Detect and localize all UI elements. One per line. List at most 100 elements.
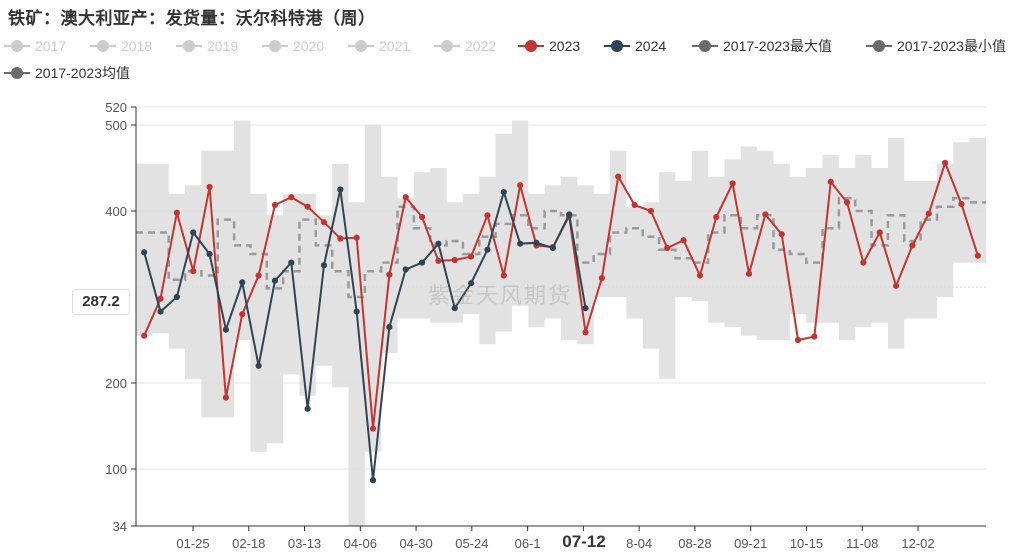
point-2023-0 bbox=[141, 332, 148, 339]
point-2024-13 bbox=[353, 308, 360, 315]
legend-marker-icon bbox=[4, 66, 30, 80]
point-2024-18 bbox=[435, 240, 442, 247]
y-axis-pointer-label: 287.2 bbox=[72, 289, 130, 315]
point-2023-17 bbox=[418, 213, 426, 221]
point-2023-21 bbox=[484, 212, 491, 219]
point-2023-44 bbox=[860, 259, 867, 266]
point-2023-10 bbox=[304, 203, 311, 210]
point-2024-19 bbox=[451, 305, 458, 312]
point-2024-11 bbox=[320, 262, 328, 269]
point-2023-42 bbox=[827, 178, 834, 185]
x-tick-label-13: 12-02 bbox=[901, 536, 934, 551]
legend-label: 2018 bbox=[121, 38, 153, 54]
x-tick-label-5: 05-24 bbox=[455, 536, 488, 551]
x-tick-label-3: 04-06 bbox=[344, 536, 377, 551]
legend-label: 2017-2023均值 bbox=[35, 65, 130, 81]
y-tick-label-400: 400 bbox=[105, 204, 127, 219]
point-2023-5 bbox=[222, 394, 230, 401]
point-2024-0 bbox=[141, 249, 148, 256]
point-2024-27 bbox=[582, 305, 589, 312]
legend-label: 2023 bbox=[549, 38, 581, 54]
point-2023-11 bbox=[320, 219, 328, 226]
legend-item-2020[interactable]: 2020 bbox=[262, 36, 324, 56]
x-tick-label-12: 11-08 bbox=[846, 536, 878, 551]
point-2023-29 bbox=[615, 173, 622, 180]
point-2023-39 bbox=[778, 231, 785, 238]
legend-marker-icon bbox=[90, 39, 116, 53]
point-2023-51 bbox=[974, 252, 981, 259]
legend-item-2019[interactable]: 2019 bbox=[176, 36, 238, 56]
legend-item-2022[interactable]: 2022 bbox=[434, 36, 496, 56]
legend-item-2017-2023均值[interactable]: 2017-2023均值 bbox=[4, 63, 130, 83]
legend-marker-icon bbox=[4, 39, 30, 53]
point-2024-4 bbox=[206, 250, 213, 258]
y-tick-label-34: 34 bbox=[113, 519, 127, 534]
point-2023-40 bbox=[794, 336, 802, 344]
point-2023-4 bbox=[206, 183, 213, 191]
point-2023-50 bbox=[958, 201, 965, 208]
point-2024-25 bbox=[549, 244, 556, 252]
point-2024-17 bbox=[418, 259, 426, 266]
legend-marker-icon bbox=[434, 39, 460, 53]
y-tick-label-100: 100 bbox=[105, 462, 127, 477]
y-tick-label-500: 500 bbox=[105, 118, 127, 133]
chart-title: 铁矿：澳大利亚产：发货量：沃尔科特港（周） bbox=[8, 9, 376, 28]
point-2023-23 bbox=[517, 182, 524, 189]
x-tick-label-11: 10-15 bbox=[790, 536, 823, 551]
point-2023-2 bbox=[173, 209, 180, 216]
point-2024-20 bbox=[467, 280, 475, 287]
point-2024-9 bbox=[288, 259, 295, 266]
legend-item-2021[interactable]: 2021 bbox=[348, 36, 410, 56]
legend-item-2018[interactable]: 2018 bbox=[90, 36, 152, 56]
point-2023-47 bbox=[909, 242, 916, 249]
point-2023-18 bbox=[435, 257, 442, 264]
point-2024-3 bbox=[190, 229, 197, 236]
point-2024-5 bbox=[222, 326, 230, 333]
x-tick-label-1: 02-18 bbox=[232, 536, 265, 551]
legend-label: 2019 bbox=[207, 38, 239, 54]
x-tick-label-6: 06-1 bbox=[515, 536, 541, 551]
legend-marker-icon bbox=[518, 39, 544, 53]
point-2023-15 bbox=[386, 271, 393, 278]
x-tick-label-10: 09-21 bbox=[734, 536, 767, 551]
watermark: 紫金天风期货 bbox=[428, 283, 573, 308]
x-tick-label-8: 8-04 bbox=[626, 536, 652, 551]
legend-label: 2017 bbox=[35, 38, 67, 54]
legend-marker-icon bbox=[604, 39, 630, 53]
legend-item-2023[interactable]: 2023 bbox=[518, 36, 580, 56]
point-2023-14 bbox=[369, 425, 377, 432]
point-2024-16 bbox=[402, 266, 409, 273]
point-2023-3 bbox=[190, 268, 197, 275]
point-2023-34 bbox=[696, 272, 704, 279]
legend-label: 2021 bbox=[379, 38, 411, 54]
legend-marker-icon bbox=[866, 39, 892, 53]
point-2024-14 bbox=[369, 477, 377, 484]
x-tick-label-0: 01-25 bbox=[176, 536, 209, 551]
legend-item-2017-2023最小值[interactable]: 2017-2023最小值 bbox=[866, 36, 1006, 56]
series-line-2024 bbox=[143, 188, 587, 481]
point-2023-7 bbox=[255, 272, 262, 279]
legend-item-2024[interactable]: 2024 bbox=[604, 36, 666, 56]
point-2024-23 bbox=[517, 240, 524, 247]
point-2023-20 bbox=[467, 253, 475, 260]
y-tick-label-200: 200 bbox=[105, 376, 127, 391]
point-2023-1 bbox=[157, 295, 164, 302]
legend-label: 2020 bbox=[293, 38, 325, 54]
x-tick-label-9: 08-28 bbox=[678, 536, 711, 551]
point-2023-8 bbox=[271, 201, 279, 209]
max-min-range-band bbox=[136, 120, 986, 526]
point-2023-30 bbox=[631, 201, 638, 209]
point-2023-43 bbox=[843, 199, 851, 206]
point-2024-15 bbox=[386, 324, 393, 331]
legend-item-2017[interactable]: 2017 bbox=[4, 36, 66, 56]
point-2023-38 bbox=[762, 211, 769, 218]
legend-label: 2022 bbox=[465, 38, 497, 54]
point-2024-10 bbox=[304, 405, 311, 412]
point-2023-31 bbox=[647, 207, 655, 215]
point-2023-33 bbox=[680, 237, 687, 244]
point-2023-19 bbox=[451, 256, 458, 264]
legend-marker-icon bbox=[348, 39, 374, 53]
point-2023-27 bbox=[582, 329, 589, 336]
legend-item-2017-2023最大值[interactable]: 2017-2023最大值 bbox=[692, 36, 832, 56]
